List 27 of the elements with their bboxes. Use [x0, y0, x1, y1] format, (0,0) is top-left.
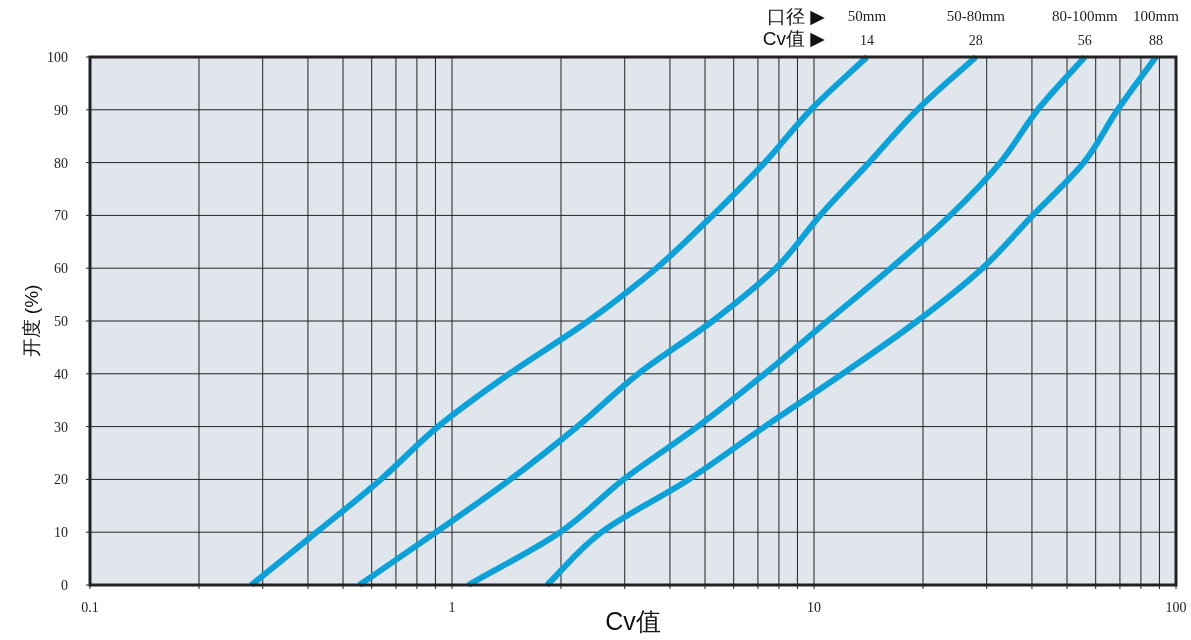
text: 口径 ▶: [767, 6, 826, 27]
x-axis-title: Cv值: [605, 607, 661, 635]
y-tick-label: 30: [54, 419, 68, 435]
y-tick-label: 20: [54, 472, 68, 488]
x-tick-label: 0.1: [81, 600, 99, 615]
text: Cv值 ▶: [762, 28, 826, 49]
y-tick-label: 90: [54, 102, 68, 118]
y-tick-label: 40: [54, 366, 68, 382]
y-tick-label: 100: [47, 50, 68, 65]
x-tick-label: 1: [448, 600, 456, 615]
y-tick-label: 70: [54, 208, 68, 224]
text: 80-100mm: [1051, 8, 1119, 24]
y-tick-label: 80: [54, 155, 68, 171]
annotation: 14: [859, 33, 874, 48]
y-tick-label: 50: [54, 314, 68, 329]
annotation: 56: [1077, 33, 1092, 48]
text: 100mm: [1132, 8, 1180, 24]
x-tick-label: 100: [1165, 600, 1187, 615]
y-tick-label: 0: [61, 578, 68, 593]
y-tick-label: 10: [54, 525, 68, 541]
text: 50mm: [847, 8, 887, 24]
y-tick-label: 60: [54, 261, 68, 277]
annotation: 88: [1148, 33, 1163, 48]
x-tick-label: 10: [807, 600, 821, 615]
y-axis-title: 开度 (%): [21, 284, 42, 358]
text: 50-80mm: [946, 8, 1006, 24]
annotation: 28: [968, 33, 983, 48]
